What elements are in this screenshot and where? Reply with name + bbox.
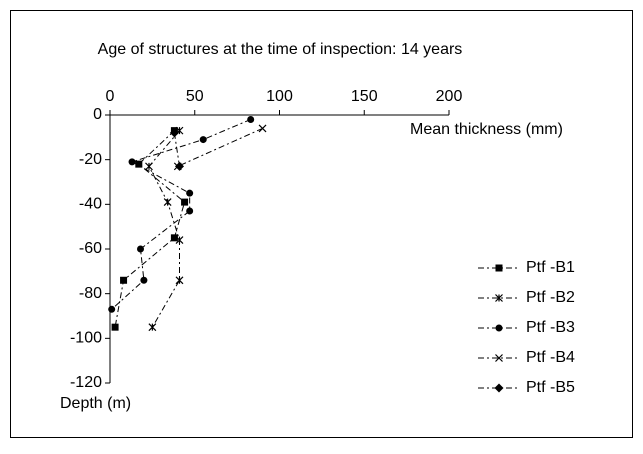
legend-label: Ptf -B5: [526, 379, 575, 396]
y-tick-label: -80: [79, 285, 102, 302]
marker: [163, 198, 172, 207]
marker: [186, 189, 194, 197]
frame: [10, 10, 633, 438]
x-tick-label: 50: [186, 88, 204, 105]
x-axis-label: Mean thickness (mm): [410, 121, 563, 138]
series-line: [173, 132, 180, 167]
x-tick-label: 150: [351, 88, 378, 105]
series-line: [114, 130, 186, 328]
marker: [247, 115, 255, 123]
series-line: [148, 130, 180, 328]
marker: [128, 158, 136, 166]
marker: [174, 161, 184, 171]
marker: [108, 305, 116, 313]
marker: [186, 207, 194, 215]
y-tick-label: -120: [70, 374, 102, 391]
y-tick-label: 0: [93, 106, 102, 123]
legend-label: Ptf -B2: [526, 289, 575, 306]
x-tick-label: 100: [266, 88, 293, 105]
y-axis-label: Depth (m): [60, 395, 131, 412]
y-tick-label: -20: [79, 151, 102, 168]
marker: [495, 294, 503, 302]
series-line: [177, 127, 263, 167]
y-tick-label: -40: [79, 196, 102, 213]
y-tick-label: -100: [70, 330, 102, 347]
marker: [181, 198, 189, 206]
marker: [495, 354, 503, 362]
x-tick-label: 0: [106, 88, 115, 105]
marker: [148, 323, 157, 332]
marker: [137, 245, 145, 253]
marker: [111, 323, 119, 331]
marker: [120, 276, 128, 284]
y-tick-label: -60: [79, 240, 102, 257]
legend-label: Ptf -B4: [526, 349, 575, 366]
legend-label: Ptf -B1: [526, 259, 575, 276]
marker: [495, 264, 503, 272]
marker: [495, 324, 503, 332]
legend-label: Ptf -B3: [526, 319, 575, 336]
marker: [258, 124, 267, 133]
marker: [199, 136, 207, 144]
marker: [175, 276, 184, 285]
marker: [140, 276, 148, 284]
marker: [170, 234, 178, 242]
marker: [135, 160, 143, 168]
marker: [175, 236, 184, 244]
marker: [494, 383, 504, 393]
chart-title: Age of structures at the time of inspect…: [98, 41, 463, 58]
marker: [145, 162, 153, 171]
marker: [169, 128, 179, 138]
x-tick-label: 200: [436, 88, 463, 105]
series-line: [111, 119, 251, 310]
